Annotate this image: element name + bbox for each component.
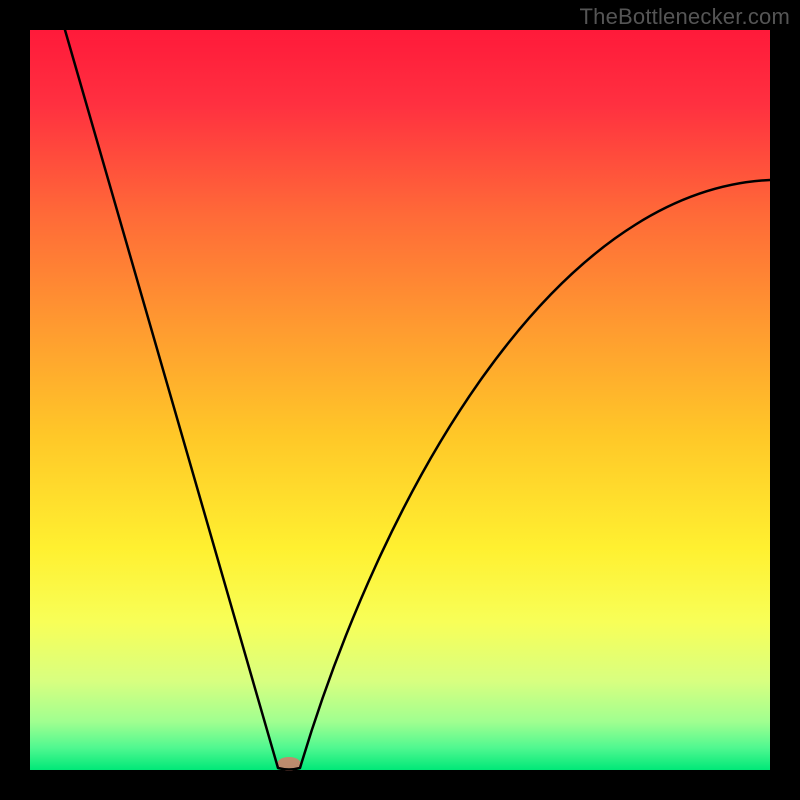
plot-area bbox=[30, 30, 770, 770]
chart-container: TheBottlenecker.com bbox=[0, 0, 800, 800]
bottleneck-chart bbox=[0, 0, 800, 800]
watermark-text: TheBottlenecker.com bbox=[580, 4, 790, 30]
